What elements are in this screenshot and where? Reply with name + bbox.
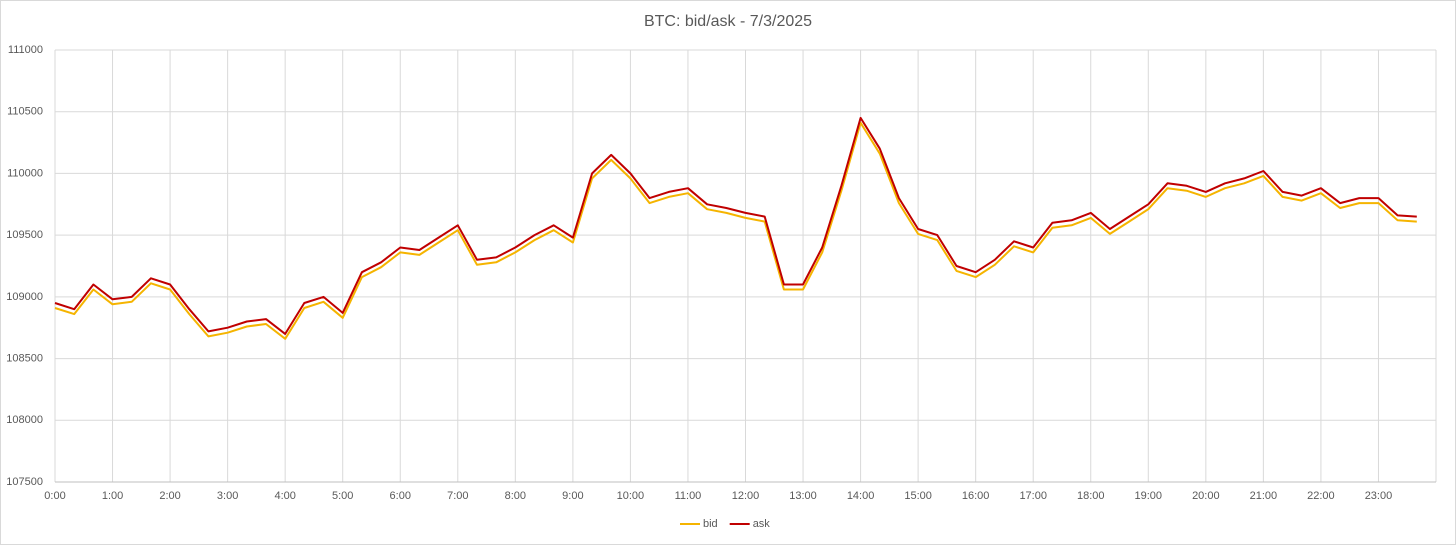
series-line	[54, 121, 1417, 340]
x-tick-label: 2:00	[159, 490, 180, 502]
x-tick-label: 14:00	[847, 490, 875, 502]
x-tick-label: 19:00	[1135, 490, 1163, 502]
y-tick-label: 108500	[6, 352, 43, 364]
x-tick-label: 0:00	[44, 490, 65, 502]
x-tick-label: 10:00	[617, 490, 645, 502]
y-tick-label: 108000	[6, 414, 43, 426]
x-tick-label: 8:00	[505, 490, 526, 502]
x-tick-label: 18:00	[1077, 490, 1105, 502]
x-tick-label: 6:00	[390, 490, 411, 502]
x-tick-label: 12:00	[732, 490, 760, 502]
x-tick-label: 20:00	[1192, 490, 1220, 502]
y-tick-label: 111000	[8, 44, 43, 56]
x-tick-label: 16:00	[962, 490, 990, 502]
x-tick-label: 11:00	[675, 490, 702, 502]
chart-title: BTC: bid/ask - 7/3/2025	[644, 13, 812, 30]
x-tick-label: 13:00	[789, 490, 817, 502]
x-tick-label: 23:00	[1365, 490, 1393, 502]
series-line	[54, 116, 1417, 335]
x-tick-label: 1:00	[102, 490, 123, 502]
legend-label: bid	[703, 518, 718, 530]
legend-label: ask	[753, 518, 771, 530]
y-tick-label: 110500	[7, 106, 43, 118]
x-tick-label: 21:00	[1250, 490, 1278, 502]
y-tick-label: 107500	[6, 476, 43, 488]
y-tick-label: 109500	[6, 229, 43, 241]
y-tick-label: 109000	[6, 291, 43, 303]
x-tick-label: 4:00	[274, 490, 295, 502]
x-tick-label: 22:00	[1307, 490, 1335, 502]
x-tick-label: 15:00	[904, 490, 932, 502]
x-tick-label: 5:00	[332, 490, 353, 502]
x-tick-label: 17:00	[1019, 490, 1047, 502]
x-tick-label: 3:00	[217, 490, 238, 502]
x-tick-label: 7:00	[447, 490, 468, 502]
x-tick-label: 9:00	[562, 490, 583, 502]
y-tick-label: 110000	[7, 167, 43, 179]
